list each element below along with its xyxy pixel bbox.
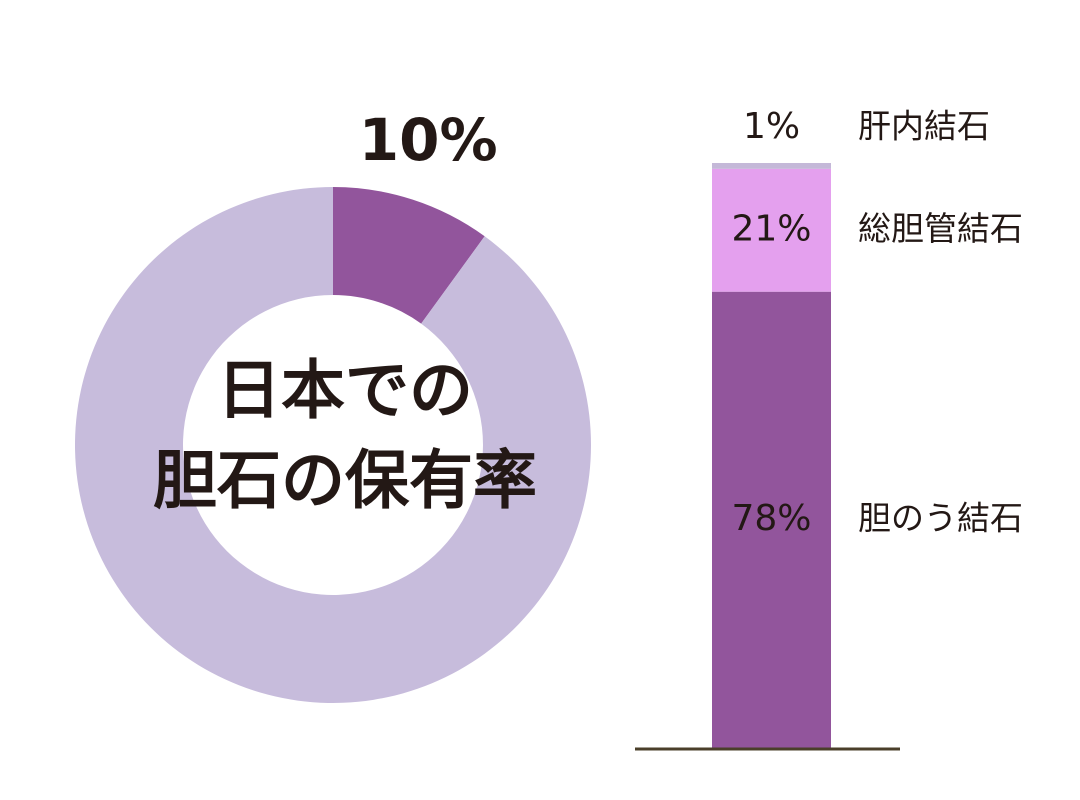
legend-label: 総胆管結石 bbox=[858, 209, 1023, 248]
legend-label: 胆のう結石 bbox=[858, 498, 1023, 537]
value-label: 78% bbox=[731, 498, 811, 539]
value-label: 1% bbox=[743, 106, 800, 147]
donut-segment bbox=[333, 187, 485, 324]
chart-title: 日本での bbox=[217, 355, 473, 429]
donut-segment bbox=[74, 187, 591, 703]
bar-segment bbox=[712, 163, 831, 169]
bar-segment bbox=[712, 291, 831, 748]
chart-title: 胆石の保有率 bbox=[153, 445, 537, 519]
legend-label: 肝内結石 bbox=[858, 107, 990, 146]
bar-segment bbox=[712, 168, 831, 292]
value-label: 10% bbox=[359, 106, 498, 174]
value-label: 21% bbox=[731, 208, 811, 249]
